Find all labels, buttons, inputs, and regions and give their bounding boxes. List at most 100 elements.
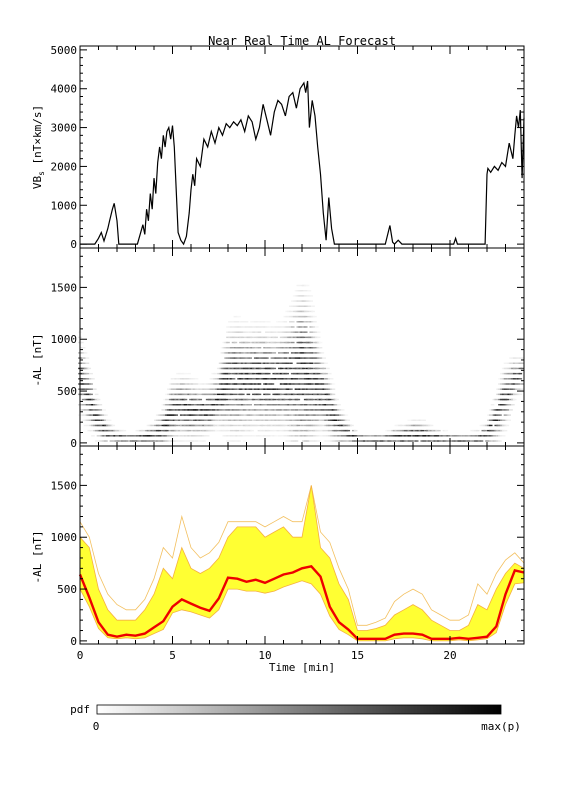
pdf-cell: [337, 435, 341, 437]
pdf-cell: [89, 398, 93, 401]
pdf-cell: [187, 409, 191, 411]
pdf-cell: [329, 435, 334, 437]
pdf-cell: [163, 435, 167, 437]
pdf-cell: [294, 419, 299, 421]
pdf-cell: [270, 347, 275, 349]
pdf-cell: [416, 419, 421, 421]
pdf-cell: [501, 435, 506, 437]
pdf-cell: [141, 435, 145, 437]
pdf-cell: [311, 315, 315, 318]
pdf-cell: [252, 419, 256, 421]
al-forecast-ytick-label: 1000: [51, 531, 78, 544]
pdf-cell: [290, 393, 295, 396]
pdf-cell: [192, 429, 197, 432]
pdf-cell: [85, 383, 90, 385]
pdf-cell: [93, 419, 97, 421]
pdf-cell: [163, 440, 167, 442]
pdf-cell: [187, 383, 191, 385]
pdf-cell: [331, 435, 336, 437]
pdf-cell: [259, 352, 264, 354]
pdf-cell: [241, 429, 245, 432]
pdf-cell: [322, 362, 326, 364]
pdf-cell: [294, 347, 299, 349]
pdf-cell: [259, 424, 264, 427]
pdf-cell: [152, 440, 156, 442]
pdf-cell: [294, 372, 299, 375]
pdf-cell: [307, 352, 312, 354]
pdf-cell: [207, 424, 212, 427]
pdf-cell: [242, 435, 247, 437]
pdf-cell: [287, 429, 291, 432]
pdf-cell: [324, 372, 328, 375]
pdf-cell: [307, 378, 312, 380]
pdf-cell: [276, 357, 280, 359]
pdf-cell: [128, 435, 132, 437]
pdf-cell: [252, 362, 256, 364]
pdf-cell: [257, 388, 262, 390]
pdf-cell: [255, 388, 260, 390]
pdf-cell: [233, 398, 238, 401]
pdf-cell: [488, 424, 493, 427]
pdf-cell: [241, 341, 245, 344]
pdf-cell: [276, 419, 280, 421]
pdf-cell: [265, 352, 269, 354]
pdf-cell: [191, 393, 195, 396]
pdf-cell: [237, 383, 241, 385]
pdf-cell: [303, 424, 308, 427]
pdf-cell: [141, 440, 145, 442]
pdf-colorbar: pdf 0 max(p): [70, 703, 521, 733]
pdf-cell: [337, 409, 341, 411]
pdf-cell: [339, 409, 343, 411]
pdf-cell: [389, 435, 393, 437]
pdf-cell: [211, 404, 215, 406]
pdf-cell: [440, 440, 445, 442]
pdf-cell: [224, 404, 228, 406]
pdf-cell: [289, 388, 293, 390]
pdf-cell: [228, 352, 232, 354]
pdf-cell: [244, 404, 249, 406]
pdf-cell: [257, 383, 262, 385]
pdf-cell: [242, 321, 247, 323]
pdf-cell: [279, 357, 284, 359]
pdf-cell: [200, 393, 204, 396]
pdf-cell: [91, 398, 95, 401]
pdf-cell: [85, 393, 90, 396]
pdf-cell: [263, 435, 267, 437]
pdf-cell: [490, 429, 495, 432]
pdf-cell: [87, 404, 92, 406]
pdf-cell: [117, 440, 121, 442]
pdf-cell: [285, 440, 289, 442]
pdf-cell: [507, 378, 511, 380]
pdf-cell: [244, 341, 249, 344]
pdf-cell: [294, 336, 299, 339]
pdf-cell: [213, 424, 217, 427]
pdf-cell: [426, 440, 430, 442]
pdf-cell: [296, 419, 301, 421]
pdf-cell: [437, 440, 441, 442]
pdf-cell: [512, 383, 517, 385]
pdf-cell: [259, 404, 264, 406]
pdf-cell: [100, 414, 104, 416]
pdf-cell: [144, 429, 149, 432]
pdf-cell: [298, 429, 302, 432]
pdf-cell: [242, 409, 247, 411]
pdf-cell: [165, 393, 169, 396]
pdf-cell: [503, 388, 508, 390]
pdf-cell: [261, 372, 265, 375]
pdf-cell: [233, 331, 238, 333]
pdf-cell: [302, 419, 306, 421]
pdf-cell: [194, 429, 199, 432]
pdf-cell: [229, 414, 234, 416]
pdf-cell: [503, 414, 508, 416]
pdf-cell: [85, 419, 90, 421]
pdf-cell: [194, 424, 199, 427]
pdf-cell: [315, 429, 319, 432]
pdf-cell: [290, 383, 295, 385]
pdf-cell: [292, 367, 297, 370]
pdf-cell: [255, 331, 260, 333]
pdf-cell: [213, 409, 217, 411]
pdf-cell: [300, 424, 304, 427]
pdf-cell: [231, 398, 236, 401]
pdf-cell: [228, 336, 232, 339]
pdf-cell: [420, 429, 425, 432]
